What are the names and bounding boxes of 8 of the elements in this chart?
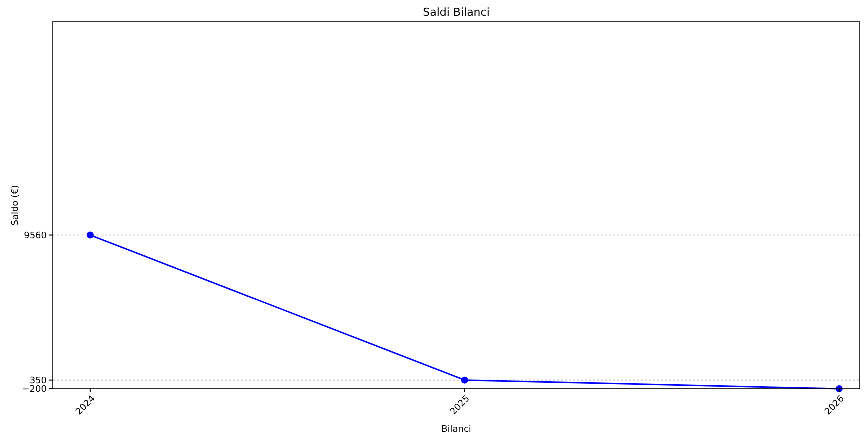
point bbox=[86, 232, 94, 239]
y-tick-label: 350 bbox=[30, 376, 48, 386]
point bbox=[461, 376, 468, 384]
y-axis-title: Saldo (€) bbox=[11, 185, 21, 226]
x-axis-title: Bilanci bbox=[442, 425, 472, 435]
chart-title: Saldi Bilanci bbox=[423, 6, 490, 19]
y-tick-label: 9560 bbox=[24, 231, 48, 242]
y-tick-label: −200 bbox=[22, 385, 48, 396]
